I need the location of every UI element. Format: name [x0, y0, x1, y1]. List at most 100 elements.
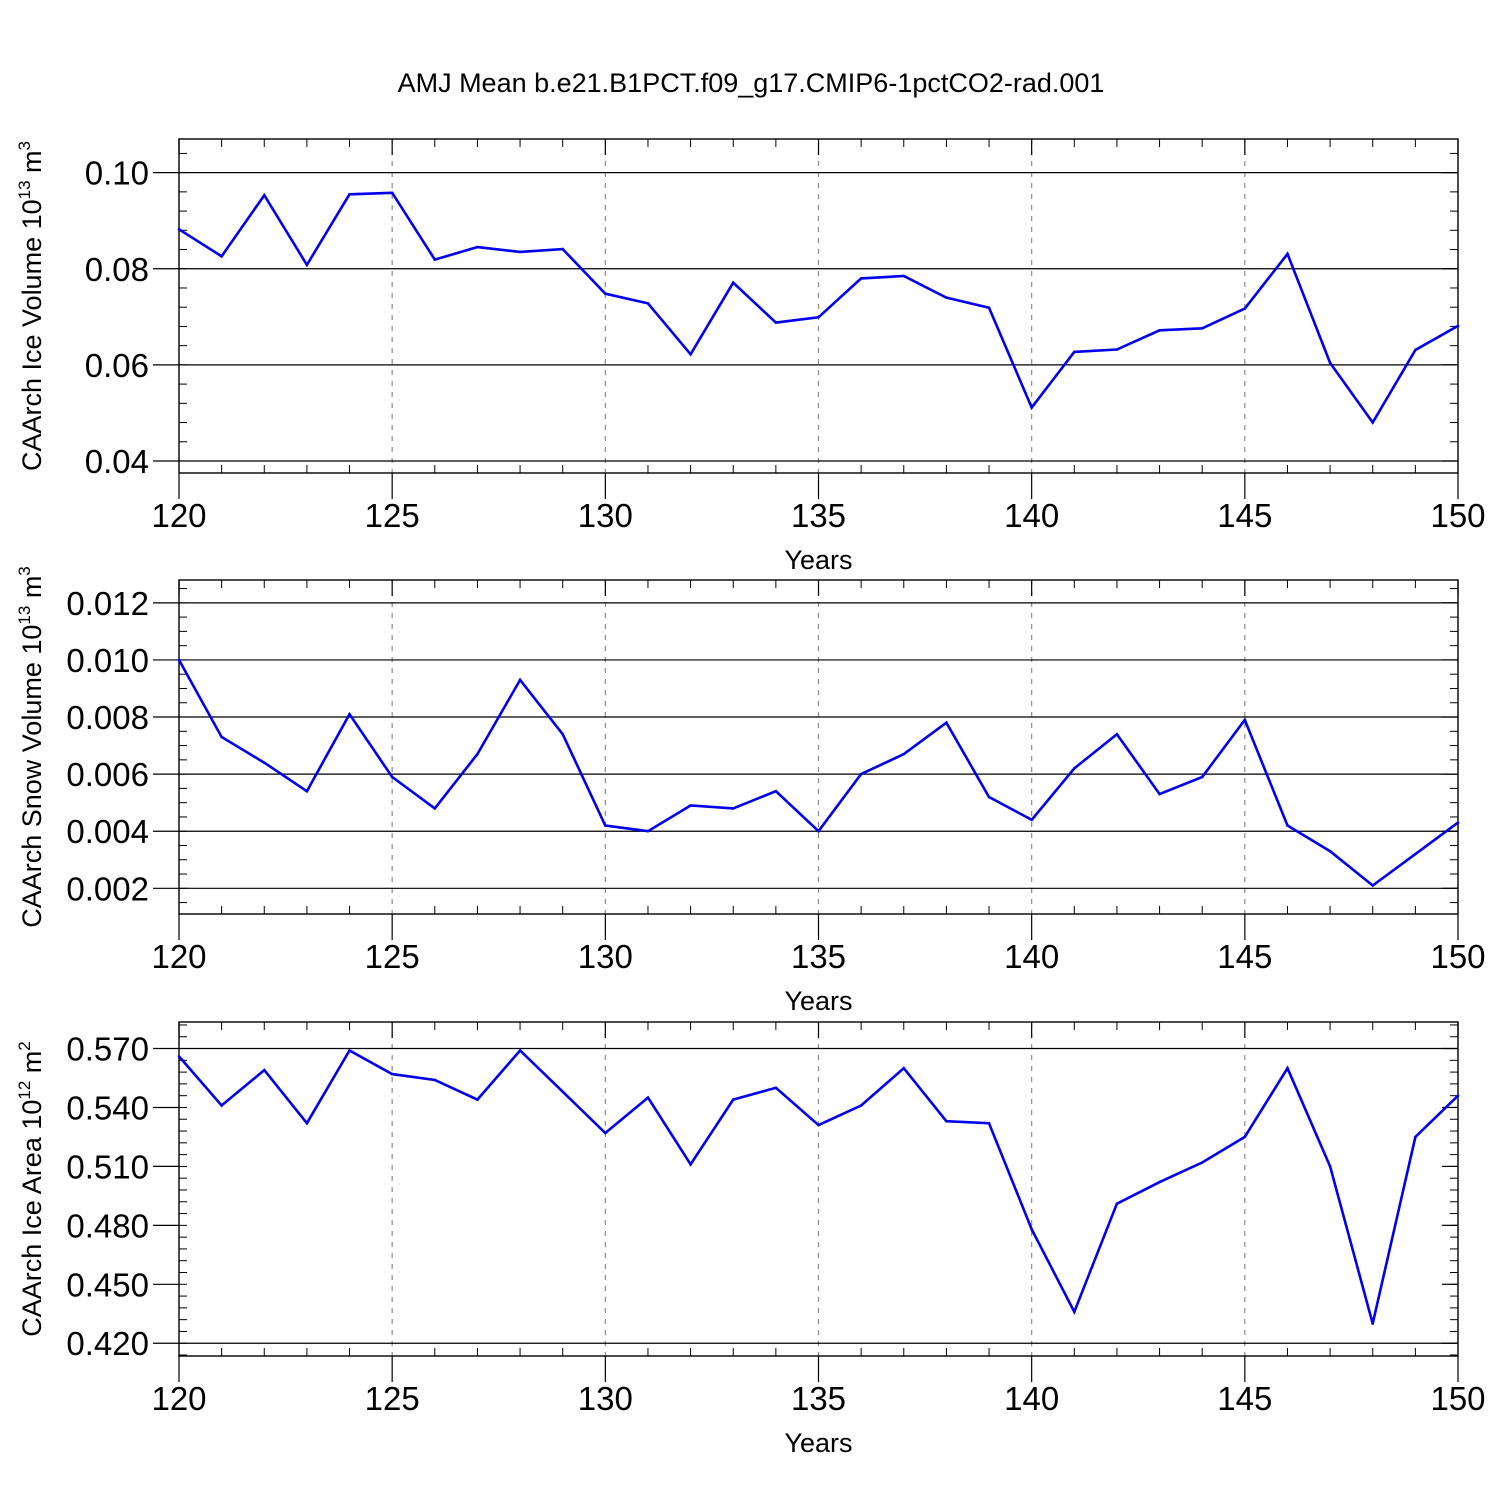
x-tick-label: 125 — [365, 497, 420, 534]
data-point — [902, 274, 906, 278]
x-tick-label: 130 — [578, 1380, 633, 1417]
data-point — [220, 1104, 223, 1107]
y-axis-title-part: CAArch Snow Volume 10 — [17, 625, 47, 928]
data-point — [390, 1072, 394, 1076]
data-point — [220, 254, 223, 258]
y-axis-title-superscript: 13 — [15, 606, 34, 625]
x-tick-label: 140 — [1004, 497, 1059, 534]
y-axis-title-superscript: 13 — [15, 180, 34, 199]
x-tick-label: 120 — [151, 938, 206, 975]
x-tick-label: 135 — [791, 1380, 846, 1417]
data-point — [646, 829, 650, 833]
x-tick-label: 145 — [1217, 938, 1272, 975]
data-point — [1371, 884, 1375, 887]
data-point — [945, 721, 948, 725]
y-tick-label: 0.570 — [66, 1031, 149, 1068]
data-point — [433, 807, 437, 810]
x-tick-label: 150 — [1430, 938, 1485, 975]
y-tick-label: 0.10 — [85, 155, 149, 192]
data-point — [476, 1098, 479, 1101]
data-point — [262, 1068, 266, 1072]
data-point — [348, 712, 351, 716]
y-axis-title-part: CAArch Ice Area 10 — [17, 1100, 47, 1337]
x-tick-label: 150 — [1430, 1380, 1485, 1417]
data-point — [987, 1121, 991, 1125]
data-point — [646, 302, 650, 305]
data-point — [1243, 307, 1247, 310]
plot-frame — [178, 138, 1459, 474]
y-tick-label: 0.010 — [66, 642, 149, 679]
data-point — [1158, 328, 1161, 332]
data-point — [518, 250, 522, 254]
data-point — [1456, 324, 1460, 328]
data-point — [604, 292, 607, 296]
data-point — [689, 1163, 692, 1166]
y-axis-title-superscript: 2 — [15, 1041, 34, 1050]
y-axis-title-superscript: 3 — [15, 141, 34, 150]
data-point — [220, 735, 223, 739]
data-point — [604, 824, 607, 827]
x-tick-label: 130 — [578, 497, 633, 534]
data-point — [1158, 1180, 1161, 1184]
x-tick-label: 145 — [1217, 497, 1272, 534]
x-tick-label: 120 — [151, 1380, 206, 1417]
y-axis-title-part: m — [17, 150, 47, 180]
x-tick-label: 145 — [1217, 1380, 1272, 1417]
y-tick-label: 0.002 — [66, 870, 149, 907]
data-point — [390, 775, 394, 779]
plot-frame — [178, 579, 1459, 915]
data-point — [859, 1104, 863, 1107]
data-point — [305, 789, 309, 793]
data-point — [859, 277, 863, 280]
data-point — [689, 804, 692, 807]
data-point — [1328, 361, 1332, 365]
plot-frame — [178, 1021, 1459, 1357]
data-point — [1158, 792, 1161, 796]
data-point — [1115, 1202, 1119, 1206]
data-point — [731, 807, 735, 810]
x-tick-label: 125 — [365, 938, 420, 975]
y-tick-label: 0.008 — [66, 699, 149, 736]
data-point — [1115, 348, 1119, 351]
data-point — [689, 352, 692, 356]
data-point — [1030, 818, 1033, 822]
data-point — [305, 263, 309, 267]
data-point — [774, 1086, 778, 1090]
data-point — [1371, 421, 1375, 424]
data-point — [1328, 849, 1332, 853]
data-point — [561, 732, 564, 736]
data-point — [731, 1098, 735, 1101]
y-axis-title: CAArch Snow Volume 1013 m3 — [15, 566, 47, 928]
y-tick-label: 0.540 — [66, 1089, 149, 1126]
data-point — [1030, 1227, 1033, 1231]
y-tick-label: 0.006 — [66, 756, 149, 793]
data-point — [945, 1119, 948, 1123]
data-point — [1414, 348, 1417, 352]
x-tick-label: 140 — [1004, 938, 1059, 975]
data-point — [1328, 1165, 1332, 1168]
data-point — [859, 772, 863, 776]
y-tick-label: 0.012 — [66, 585, 149, 622]
x-tick-label: 130 — [578, 938, 633, 975]
data-point — [817, 315, 820, 319]
data-point — [902, 1066, 906, 1070]
y-axis-title-superscript: 3 — [15, 566, 34, 575]
y-tick-label: 0.08 — [85, 251, 149, 288]
y-axis-title-superscript: 12 — [15, 1081, 34, 1100]
data-point — [177, 658, 181, 662]
data-point — [774, 789, 778, 793]
panel-3: 0.420 0.450 0.480 0.510 0.540 0.570 120 125 130 1… — [15, 1021, 1486, 1458]
panel-2: 0.002 0.004 0.006 0.008 0.010 0.012 120 125 130 1… — [15, 566, 1486, 1016]
x-axis-title: Years — [784, 545, 852, 575]
data-point — [1073, 767, 1076, 770]
panel-1: 0.04 0.06 0.08 0.10 120 125 130 135 140 145 150 Yea… — [15, 138, 1486, 575]
y-tick-label: 0.450 — [66, 1266, 149, 1303]
data-point — [262, 761, 266, 765]
y-tick-label: 0.004 — [66, 813, 149, 850]
data-point — [561, 247, 564, 251]
data-point — [1243, 1135, 1247, 1139]
data-point — [305, 1121, 309, 1125]
x-tick-label: 135 — [791, 938, 846, 975]
data-point — [646, 1096, 650, 1099]
x-tick-label: 150 — [1430, 497, 1485, 534]
